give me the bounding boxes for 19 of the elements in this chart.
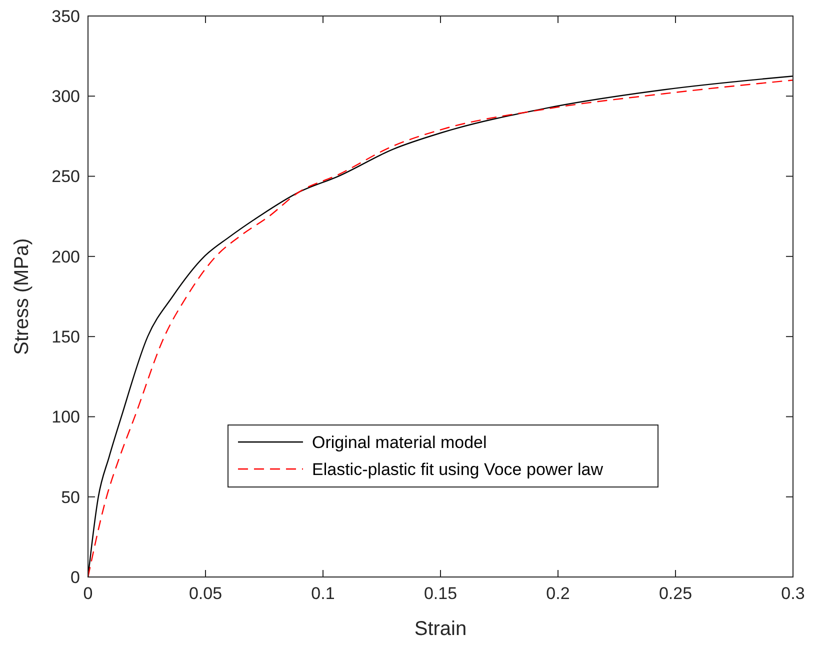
y-tick-label: 0 [70, 568, 80, 587]
y-axis-title: Stress (MPa) [11, 238, 33, 355]
y-tick-label: 50 [61, 488, 80, 507]
x-tick-label: 0.2 [546, 584, 570, 603]
x-axis-title: Strain [414, 618, 467, 640]
x-tick-label: 0.15 [424, 584, 458, 603]
x-tick-label: 0.1 [311, 584, 335, 603]
y-tick-label: 100 [52, 408, 80, 427]
y-tick-label: 200 [52, 247, 80, 266]
legend-label: Elastic-plastic fit using Voce power law [312, 460, 604, 479]
y-tick-label: 350 [52, 6, 80, 26]
y-tick-label: 150 [52, 328, 80, 347]
legend-label: Original material model [312, 432, 487, 452]
y-tick-label: 300 [52, 87, 80, 106]
x-tick-label: 0 [83, 584, 93, 603]
y-tick-label: 250 [52, 167, 80, 186]
x-tick-label: 0.25 [658, 584, 692, 603]
x-tick-label: 0.3 [781, 584, 805, 603]
x-tick-label: 0.05 [188, 584, 222, 603]
